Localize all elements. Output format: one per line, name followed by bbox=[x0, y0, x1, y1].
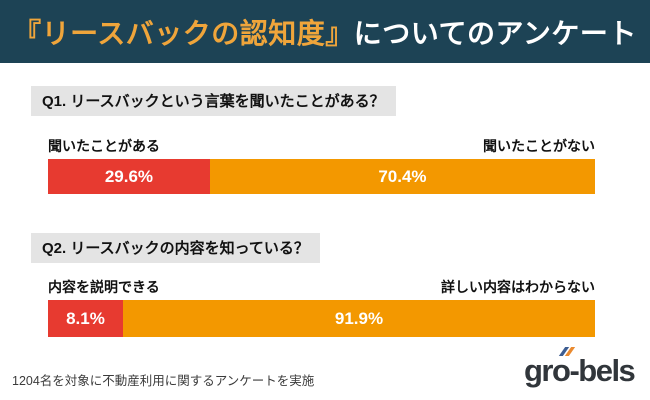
q1-bar-segment-no: 70.4% bbox=[209, 159, 595, 194]
q2-segment-unknown-value: 91.9% bbox=[334, 308, 384, 328]
question-1-label: Q1. リースバックという言葉を聞いたことがある？ bbox=[31, 86, 396, 116]
question-2-label: Q2. リースバックの内容を知っている？ bbox=[31, 233, 320, 263]
logo-text-bels: -bels bbox=[569, 353, 635, 388]
company-logo: gr o -bels bbox=[524, 347, 636, 388]
question-2-category-labels: 内容を説明できる 詳しい内容はわからない bbox=[48, 277, 595, 297]
q2-segment-can-explain-value: 8.1% bbox=[66, 308, 105, 328]
page-title-rest: についてのアンケート bbox=[353, 17, 637, 49]
page-title-highlight: 『リースバックの認知度』 bbox=[13, 17, 354, 49]
q2-bar-segment-can-explain: 8.1% bbox=[48, 300, 123, 337]
q1-stacked-bar: 29.6% 70.4% bbox=[48, 159, 595, 194]
q1-segment-yes-value: 29.6% bbox=[104, 166, 154, 186]
q1-left-category-label: 聞いたことがある bbox=[48, 138, 160, 154]
q1-segment-no-value: 70.4% bbox=[378, 166, 427, 186]
q1-bar-segment-yes: 29.6% bbox=[48, 159, 210, 194]
header-banner: 『リースバックの認知度』についてのアンケート bbox=[0, 0, 650, 63]
q2-right-category-label: 詳しい内容はわからない bbox=[441, 279, 595, 295]
q2-stacked-bar: 8.1% 91.9% bbox=[48, 300, 595, 337]
logo-double-slash-icon bbox=[559, 347, 576, 356]
page-title: 『リースバックの認知度』についてのアンケート bbox=[13, 12, 637, 52]
logo-text-o: o bbox=[552, 347, 576, 386]
q2-left-category-label: 内容を説明できる bbox=[48, 279, 160, 295]
survey-sample-note: 1204名を対象に不動産利用に関するアンケートを実施 bbox=[12, 374, 315, 388]
q2-bar-segment-unknown: 91.9% bbox=[122, 300, 595, 337]
logo-text-gr: gr bbox=[524, 353, 554, 388]
q1-right-category-label: 聞いたことがない bbox=[483, 138, 595, 154]
question-1-category-labels: 聞いたことがある 聞いたことがない bbox=[48, 136, 595, 156]
